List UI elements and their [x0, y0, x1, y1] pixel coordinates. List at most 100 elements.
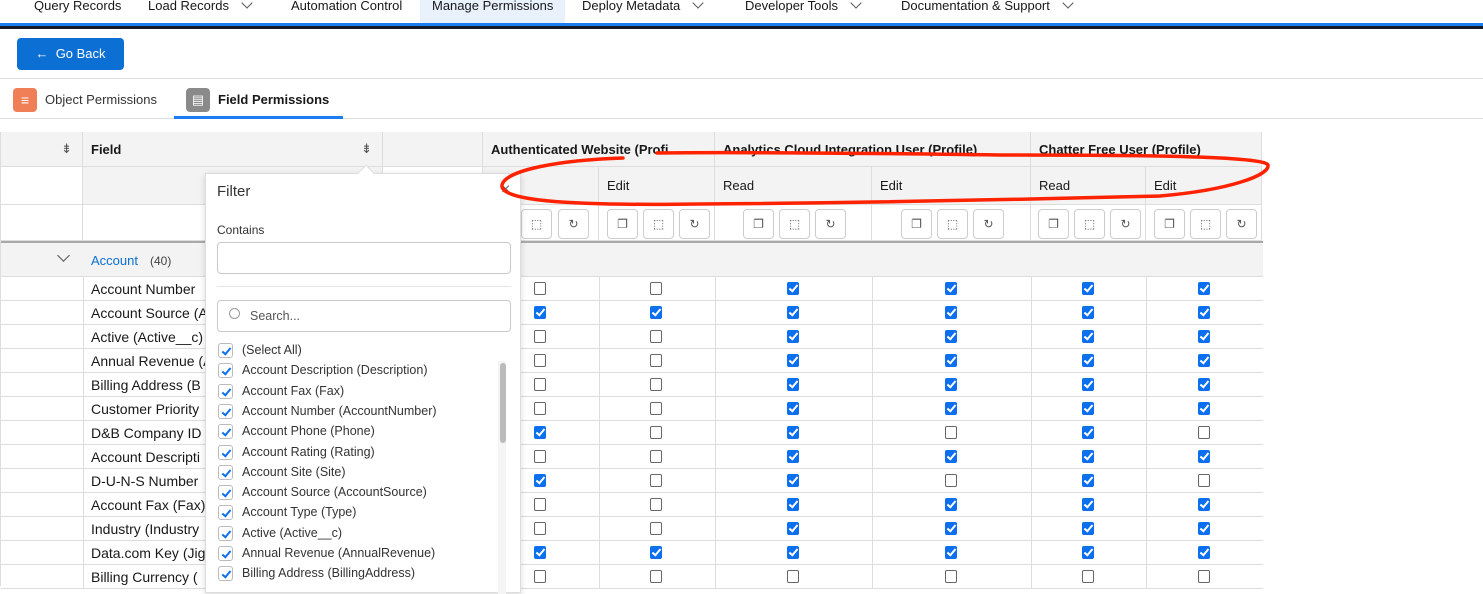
go-back-button[interactable]: ← Go Back [17, 38, 124, 70]
permission-checkbox[interactable] [787, 354, 799, 367]
permission-checkbox[interactable] [1082, 474, 1094, 487]
nav-item[interactable]: Deploy Metadata [570, 0, 714, 23]
permission-checkbox[interactable] [787, 402, 799, 415]
permission-checkbox[interactable] [945, 354, 957, 367]
permission-checkbox[interactable] [1198, 306, 1210, 319]
select-all-icon[interactable]: ❐ [743, 209, 774, 239]
permission-checkbox[interactable] [787, 570, 799, 583]
nav-item[interactable]: Automation Control [279, 0, 414, 23]
permission-checkbox[interactable] [945, 450, 957, 463]
reset-icon[interactable]: ↻ [558, 209, 589, 239]
filter-checkbox[interactable] [218, 363, 233, 379]
nav-item[interactable]: Documentation & Support [889, 0, 1084, 23]
permission-checkbox[interactable] [1082, 378, 1094, 391]
permission-checkbox[interactable] [650, 474, 662, 487]
search-input[interactable]: Search... [217, 300, 511, 332]
permission-checkbox[interactable] [650, 522, 662, 535]
permission-checkbox[interactable] [787, 474, 799, 487]
permission-checkbox[interactable] [534, 402, 546, 415]
permission-checkbox[interactable] [1082, 426, 1094, 439]
permission-checkbox[interactable] [650, 450, 662, 463]
clear-icon[interactable]: ⬚ [643, 209, 674, 239]
permission-checkbox[interactable] [534, 546, 546, 559]
permission-checkbox[interactable] [1082, 498, 1094, 511]
permission-checkbox[interactable] [1082, 402, 1094, 415]
filter-checkbox[interactable] [218, 444, 233, 460]
reset-icon[interactable]: ↻ [1226, 209, 1257, 239]
permission-checkbox[interactable] [650, 378, 662, 391]
permission-checkbox[interactable] [1198, 426, 1210, 439]
reset-icon[interactable]: ↻ [1110, 209, 1141, 239]
permission-checkbox[interactable] [945, 306, 957, 319]
permission-checkbox[interactable] [1082, 546, 1094, 559]
filter-checkbox[interactable] [218, 566, 233, 582]
permission-checkbox[interactable] [787, 450, 799, 463]
permission-checkbox[interactable] [1198, 522, 1210, 535]
select-all-icon[interactable]: ❐ [1038, 209, 1069, 239]
permission-checkbox[interactable] [534, 306, 546, 319]
permission-checkbox[interactable] [534, 354, 546, 367]
reset-icon[interactable]: ↻ [815, 209, 846, 239]
sort-filter-icon[interactable]: ⇟ [61, 141, 72, 156]
permission-checkbox[interactable] [650, 498, 662, 511]
permission-checkbox[interactable] [1198, 498, 1210, 511]
permission-checkbox[interactable] [945, 426, 957, 439]
permission-checkbox[interactable] [534, 498, 546, 511]
permission-checkbox[interactable] [1198, 402, 1210, 415]
permission-checkbox[interactable] [945, 498, 957, 511]
clear-icon[interactable]: ⬚ [521, 209, 552, 239]
permission-checkbox[interactable] [945, 570, 957, 583]
nav-item[interactable]: Query Records [22, 0, 133, 23]
permission-checkbox[interactable] [1198, 354, 1210, 367]
permission-checkbox[interactable] [787, 522, 799, 535]
permission-checkbox[interactable] [1082, 306, 1094, 319]
permission-checkbox[interactable] [787, 498, 799, 511]
permission-checkbox[interactable] [650, 306, 662, 319]
nav-item[interactable]: Developer Tools [733, 0, 872, 23]
filter-checkbox[interactable] [218, 525, 233, 541]
filter-checkbox[interactable] [218, 403, 233, 419]
filter-checkbox[interactable] [218, 424, 233, 440]
permission-checkbox[interactable] [650, 282, 662, 295]
filter-checkbox[interactable] [218, 343, 233, 358]
filter-checkbox[interactable] [218, 464, 233, 480]
reset-icon[interactable]: ↻ [973, 209, 1004, 239]
clear-icon[interactable]: ⬚ [779, 209, 810, 239]
permission-checkbox[interactable] [1082, 450, 1094, 463]
select-all-icon[interactable]: ❐ [607, 209, 638, 239]
permission-checkbox[interactable] [945, 330, 957, 343]
permission-checkbox[interactable] [534, 570, 546, 583]
group-link[interactable]: Account [91, 253, 138, 268]
permission-checkbox[interactable] [1198, 570, 1210, 583]
permission-checkbox[interactable] [650, 546, 662, 559]
clear-icon[interactable]: ⬚ [937, 209, 968, 239]
permission-checkbox[interactable] [787, 330, 799, 343]
permission-checkbox[interactable] [945, 546, 957, 559]
nav-item[interactable]: Load Records [136, 0, 263, 23]
permission-checkbox[interactable] [534, 378, 546, 391]
permission-checkbox[interactable] [1198, 450, 1210, 463]
permission-checkbox[interactable] [534, 474, 546, 487]
permission-checkbox[interactable] [1082, 330, 1094, 343]
permission-checkbox[interactable] [1082, 354, 1094, 367]
scrollbar-thumb[interactable] [500, 363, 506, 443]
permission-checkbox[interactable] [650, 402, 662, 415]
nav-item[interactable]: Manage Permissions [420, 0, 566, 23]
permission-checkbox[interactable] [650, 354, 662, 367]
permission-checkbox[interactable] [1198, 378, 1210, 391]
scrollbar-track[interactable] [498, 361, 506, 594]
permission-checkbox[interactable] [945, 474, 957, 487]
permission-checkbox[interactable] [534, 450, 546, 463]
clear-icon[interactable]: ⬚ [1074, 209, 1105, 239]
clear-icon[interactable]: ⬚ [1190, 209, 1221, 239]
permission-checkbox[interactable] [1082, 282, 1094, 295]
permission-checkbox[interactable] [534, 522, 546, 535]
field-column-header[interactable]: Field ⇟ [83, 132, 383, 167]
permission-checkbox[interactable] [1198, 474, 1210, 487]
contains-input[interactable] [217, 242, 511, 274]
permission-checkbox[interactable] [787, 378, 799, 391]
permission-checkbox[interactable] [650, 426, 662, 439]
select-all-icon[interactable]: ❐ [1154, 209, 1185, 239]
permission-checkbox[interactable] [1198, 546, 1210, 559]
permission-checkbox[interactable] [1082, 570, 1094, 583]
